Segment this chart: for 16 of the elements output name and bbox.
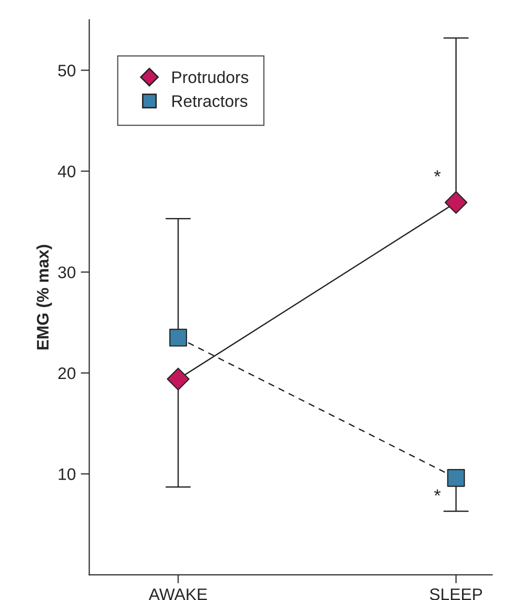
point [447, 469, 465, 487]
point [444, 191, 468, 214]
x-tick-label: SLEEP [430, 588, 482, 600]
annotation: * [434, 489, 441, 496]
y-tick-label: 20 [58, 367, 76, 380]
y-tick-label: 30 [58, 266, 76, 278]
x-tick-label: AWAKE [148, 588, 207, 600]
y-tick-label: 50 [58, 64, 76, 76]
y-axis-title: EMG (% max) [36, 244, 52, 350]
legend-label: Retractors [172, 95, 248, 107]
point [169, 328, 188, 347]
legend-label: Protrudors [172, 70, 248, 84]
annotation: * [434, 170, 441, 177]
y-tick-label: 40 [58, 166, 76, 178]
y-tick-label: 10 [58, 468, 76, 480]
point [166, 368, 190, 390]
